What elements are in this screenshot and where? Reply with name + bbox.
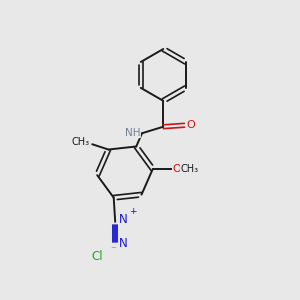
Text: O: O	[172, 164, 181, 174]
Text: CH₃: CH₃	[181, 164, 199, 174]
Text: +: +	[129, 207, 136, 216]
Text: N: N	[119, 213, 128, 226]
Text: CH₃: CH₃	[72, 137, 90, 147]
Text: Cl: Cl	[92, 250, 103, 263]
Text: N: N	[119, 237, 128, 250]
Text: NH: NH	[125, 128, 140, 138]
Text: O: O	[187, 120, 195, 130]
Text: ⁻: ⁻	[110, 246, 116, 256]
